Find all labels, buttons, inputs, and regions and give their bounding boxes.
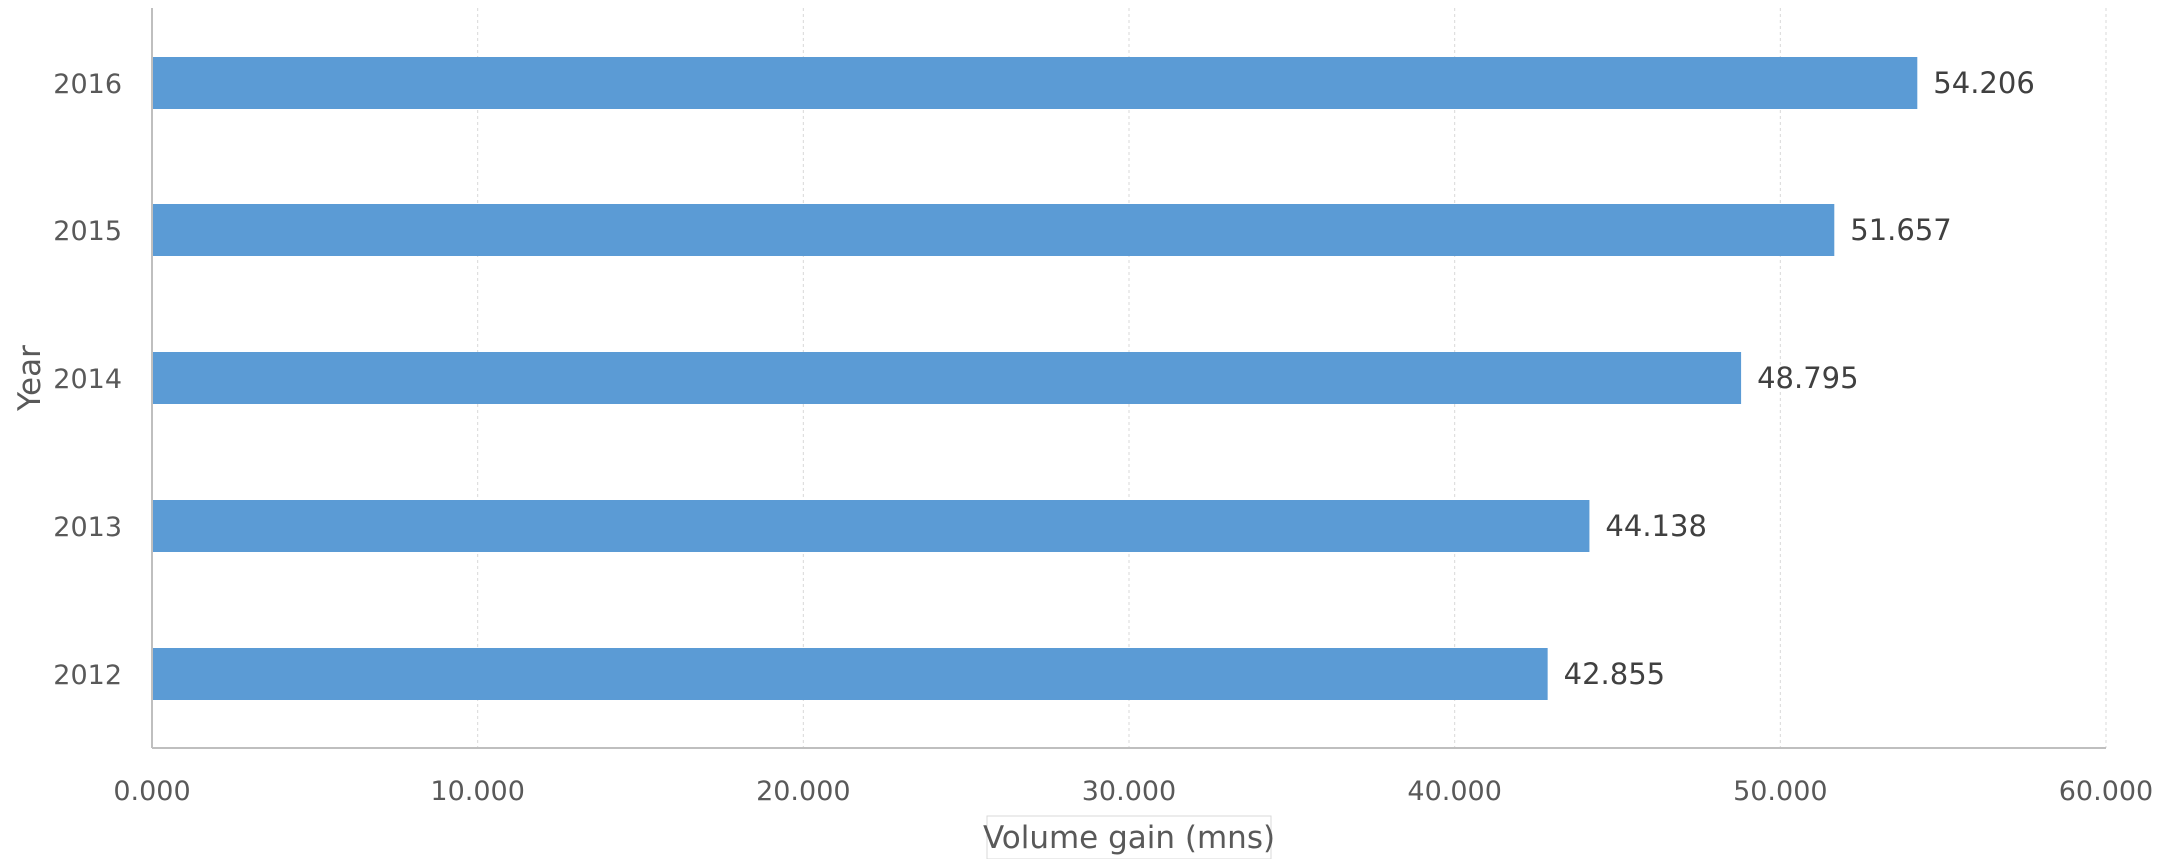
data-label: 44.138 bbox=[1605, 509, 1706, 543]
y-tick-label: 2014 bbox=[53, 364, 122, 395]
y-axis-title: Year bbox=[12, 345, 48, 412]
x-tick-label: 10.000 bbox=[430, 776, 524, 807]
x-tick-label: 0.000 bbox=[113, 776, 190, 807]
data-label: 48.795 bbox=[1757, 361, 1858, 395]
x-axis-title-box bbox=[986, 815, 1272, 859]
bar bbox=[152, 648, 1548, 700]
bar bbox=[152, 204, 1835, 256]
bar bbox=[152, 57, 1918, 109]
data-label: 51.657 bbox=[1850, 213, 1951, 247]
bar bbox=[152, 352, 1742, 404]
x-tick-label: 20.000 bbox=[756, 776, 850, 807]
x-tick-labels: 0.000 10.000 20.000 30.000 40.000 50.000 60.00… bbox=[113, 776, 2153, 807]
y-tick-label: 2015 bbox=[53, 216, 122, 247]
bars bbox=[152, 57, 1918, 700]
data-labels: 42.855 44.138 48.795 51.657 54.206 bbox=[1564, 66, 2035, 691]
x-tick-label: 40.000 bbox=[1407, 776, 1501, 807]
bar bbox=[152, 500, 1590, 552]
data-label: 54.206 bbox=[1933, 66, 2034, 100]
y-tick-label: 2013 bbox=[53, 512, 122, 543]
axes bbox=[151, 8, 2106, 749]
y-tick-label: 2012 bbox=[53, 660, 122, 691]
y-tick-label: 2016 bbox=[53, 69, 122, 100]
data-label: 42.855 bbox=[1564, 657, 1665, 691]
x-axis-title: Volume gain (mns) bbox=[983, 820, 1275, 856]
x-tick-label: 60.000 bbox=[2059, 776, 2153, 807]
x-tick-label: 50.000 bbox=[1733, 776, 1827, 807]
y-tick-labels: 2012 2013 2014 2015 2016 bbox=[53, 69, 122, 691]
x-tick-label: 30.000 bbox=[1082, 776, 1176, 807]
